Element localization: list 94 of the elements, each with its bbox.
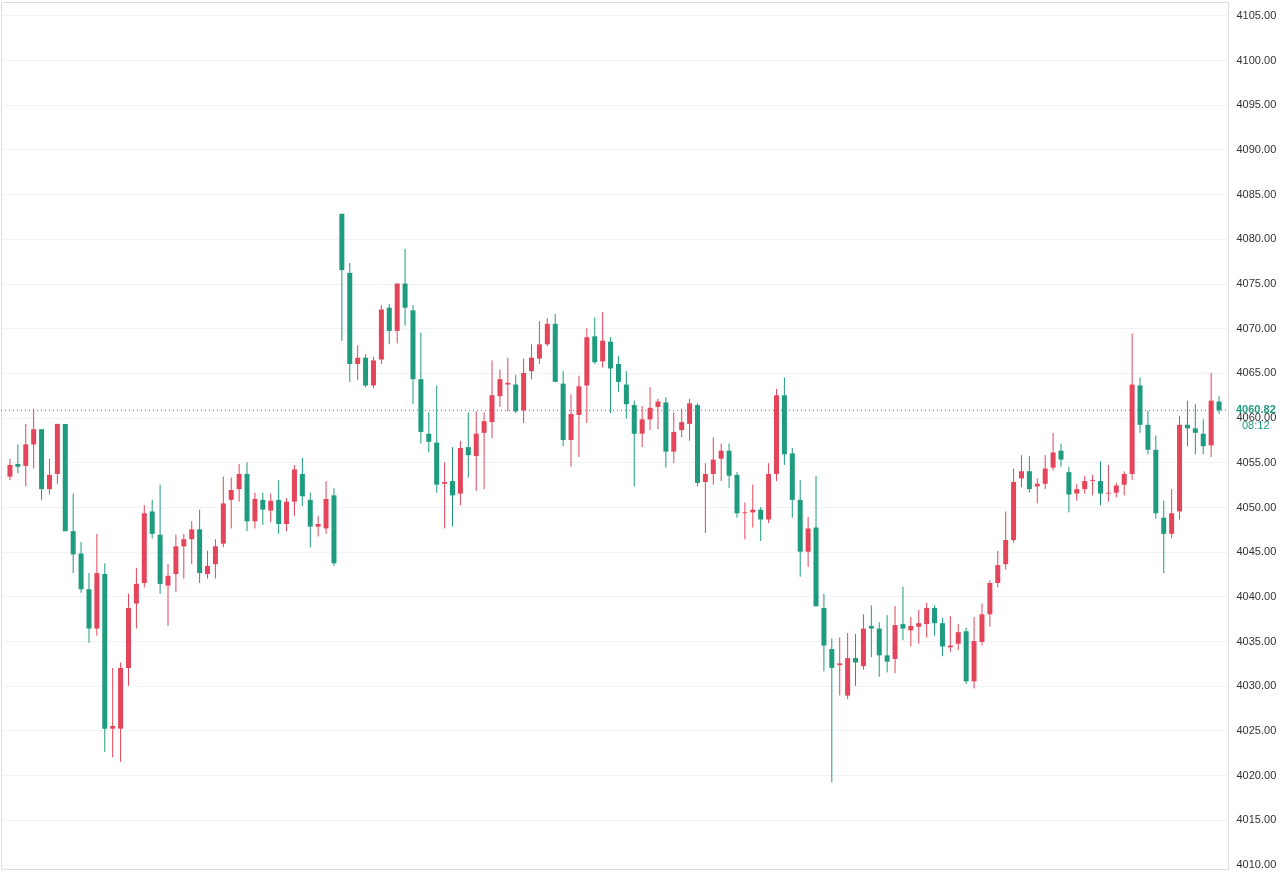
candlestick (1169, 488, 1175, 539)
candlestick (110, 667, 116, 758)
y-tick-label: 4065.00 (1236, 366, 1277, 379)
candlestick (1121, 470, 1127, 496)
candlestick (837, 637, 843, 697)
candlestick (15, 443, 21, 474)
y-tick-label: 4045.00 (1236, 545, 1277, 558)
candlestick (900, 586, 906, 641)
candlestick (710, 436, 716, 486)
y-tick-label: 4025.00 (1236, 723, 1277, 736)
candlestick (252, 492, 258, 529)
candlestick (679, 408, 685, 438)
y-tick-label: 4070.00 (1236, 321, 1277, 334)
candlestick (939, 617, 945, 657)
candlestick (268, 493, 274, 523)
candlestick (742, 502, 748, 540)
candlestick (1105, 464, 1111, 503)
candlestick (600, 311, 606, 369)
candlestick (236, 463, 242, 503)
y-tick-label: 4040.00 (1236, 589, 1277, 602)
y-tick-label: 4055.00 (1236, 455, 1277, 468)
y-tick-label: 4035.00 (1236, 634, 1277, 647)
y-tick-label: 4085.00 (1236, 187, 1277, 200)
candlestick (536, 320, 542, 365)
candlestick (718, 443, 724, 482)
candlestick (212, 538, 218, 580)
y-tick-label: 4030.00 (1236, 679, 1277, 692)
candlestick (671, 411, 677, 464)
candlestick (1161, 500, 1167, 574)
candlestick (908, 616, 914, 647)
candlestick (702, 462, 708, 534)
candlestick (1098, 460, 1104, 506)
candlestick (544, 317, 550, 347)
candlestick (868, 604, 874, 658)
candlestick (426, 411, 432, 453)
y-tick-label: 4020.00 (1236, 768, 1277, 781)
candlestick (1050, 432, 1056, 471)
candlestick (687, 398, 693, 442)
candlestick (189, 520, 195, 565)
y-tick-label: 4075.00 (1236, 277, 1277, 290)
candlestick (1090, 474, 1096, 496)
candlestick (805, 516, 811, 568)
y-tick-label: 4010.00 (1236, 858, 1277, 871)
candlestick (205, 550, 211, 580)
candlestick (46, 458, 52, 495)
candlestick (829, 637, 835, 783)
candlestick (647, 386, 653, 431)
candlestick (228, 477, 234, 529)
candlestick (505, 357, 511, 412)
candlestick (133, 567, 139, 630)
candlestick (955, 623, 961, 651)
candlestick (31, 408, 37, 470)
candlestick (181, 533, 187, 580)
y-tick-label: 4080.00 (1236, 232, 1277, 245)
candlestick (165, 563, 171, 627)
candlestick (355, 344, 361, 381)
y-tick-label: 4100.00 (1236, 53, 1277, 66)
candlestick (884, 614, 890, 673)
candlestick (7, 458, 13, 481)
candlestick (299, 457, 305, 507)
candlestick (932, 604, 938, 637)
y-tick-label: 4015.00 (1236, 813, 1277, 826)
y-tick-label: 4090.00 (1236, 142, 1277, 155)
candlestick (315, 515, 321, 537)
candlestick (615, 355, 621, 393)
candlestick (529, 343, 535, 380)
candlestick (1200, 418, 1206, 455)
candlestick (1018, 454, 1024, 488)
y-tick-label: 4105.00 (1236, 8, 1277, 21)
candlestick (924, 602, 930, 638)
candlestick (442, 461, 448, 529)
candlestick (1058, 443, 1064, 468)
candlestick (481, 411, 487, 490)
candlestick (916, 609, 922, 645)
candlestick (497, 368, 503, 408)
candlestick (1026, 455, 1032, 494)
candlestick (284, 497, 290, 532)
candlestick (655, 398, 661, 430)
candlestick (473, 410, 479, 492)
candlestick (995, 550, 1001, 588)
candlestick (639, 405, 645, 448)
candlestick (1042, 454, 1048, 490)
candlestick (260, 492, 266, 526)
candlestick (853, 633, 859, 687)
candlestick (149, 499, 155, 539)
candlestick (450, 446, 455, 528)
candlestick (70, 493, 76, 574)
y-tick-label: 4050.00 (1236, 500, 1277, 513)
candlestick (386, 303, 392, 345)
candlestick (23, 423, 29, 487)
candlestick (465, 411, 471, 479)
candlestick (758, 506, 764, 542)
candlestick (1066, 466, 1072, 513)
y-tick-label: 4095.00 (1236, 98, 1277, 111)
